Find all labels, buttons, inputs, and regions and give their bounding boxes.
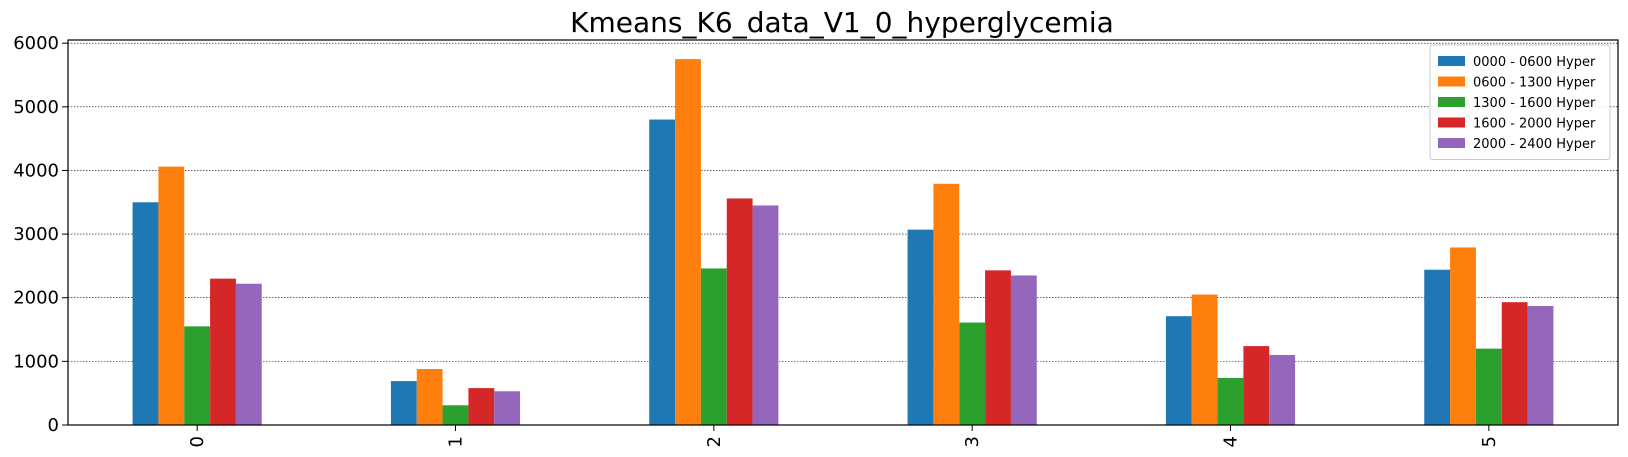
y-tick-label: 0 [48, 415, 59, 436]
legend-swatch [1438, 138, 1465, 148]
bar-3-series-0 [907, 229, 934, 425]
bar-5-series-3 [1501, 302, 1528, 425]
bar-2-series-2 [700, 268, 727, 425]
x-axis-ticks: 0 1 2 3 4 5 [187, 425, 1500, 447]
x-tick-label: 3 [962, 436, 983, 447]
bar-0-series-4 [235, 283, 262, 425]
bar-2-series-3 [726, 198, 753, 425]
grid-lines [68, 42, 1618, 426]
y-tick-label: 6000 [13, 33, 59, 54]
legend-swatch [1438, 97, 1465, 107]
bar-3-series-1 [933, 183, 960, 425]
y-tick-label: 3000 [13, 224, 59, 245]
bar-4-series-1 [1191, 294, 1218, 425]
bar-1-series-3 [468, 388, 495, 425]
bar-3-series-4 [1010, 275, 1037, 425]
bar-0-series-0 [132, 202, 159, 425]
x-tick-label: 2 [704, 436, 725, 447]
bar-1-series-0 [390, 381, 417, 425]
y-tick-label: 4000 [13, 160, 59, 181]
bar-4-series-0 [1165, 316, 1192, 425]
bar-0-series-1 [158, 166, 185, 426]
bar-1-series-1 [416, 369, 443, 425]
x-tick-label: 0 [187, 436, 208, 447]
bar-2-series-1 [675, 59, 701, 425]
bar-4-series-2 [1217, 377, 1244, 425]
x-tick-label: 5 [1479, 436, 1500, 447]
bar-5-series-2 [1475, 348, 1502, 425]
bar-4-series-4 [1269, 355, 1296, 425]
chart-title: Kmeans_K6_data_V1_0_hyperglycemia [570, 6, 1114, 39]
legend-swatch [1438, 76, 1465, 87]
y-axis-ticks: 0 1000 2000 3000 4000 5000 6000 [13, 33, 68, 436]
bar-5-series-1 [1450, 247, 1476, 425]
bar-3-series-3 [985, 270, 1011, 425]
legend-label: 0000 - 0600 Hyper [1473, 55, 1596, 70]
legend-swatch [1438, 56, 1465, 66]
plot-frame [67, 39, 1619, 426]
legend-box [1429, 44, 1611, 160]
bar-3-series-2 [959, 322, 986, 425]
legend-label: 1300 - 1600 Hyper [1473, 96, 1596, 111]
bar-1-series-4 [494, 391, 521, 425]
bar-5-series-0 [1424, 269, 1451, 425]
x-tick-label: 4 [1221, 436, 1242, 447]
legend-label: 1600 - 2000 Hyper [1473, 117, 1596, 132]
legend: 0000 - 0600 Hyper 0600 - 1300 Hyper 1300 -… [1429, 44, 1611, 160]
bar-5-series-4 [1527, 306, 1554, 425]
bar-4-series-3 [1243, 346, 1270, 425]
bar-0-series-2 [184, 326, 211, 425]
legend-label: 2000 - 2400 Hyper [1473, 137, 1596, 152]
y-tick-label: 5000 [13, 97, 59, 118]
x-tick-label: 1 [446, 436, 467, 447]
bar-2-series-4 [752, 205, 779, 425]
legend-swatch [1438, 117, 1465, 128]
bar-1-series-2 [442, 405, 469, 425]
bar-2-series-0 [649, 119, 676, 425]
bars [132, 59, 1554, 426]
legend-label: 0600 - 1300 Hyper [1473, 76, 1596, 91]
y-tick-label: 2000 [13, 288, 59, 309]
y-tick-label: 1000 [13, 351, 59, 372]
bar-0-series-3 [210, 278, 236, 425]
